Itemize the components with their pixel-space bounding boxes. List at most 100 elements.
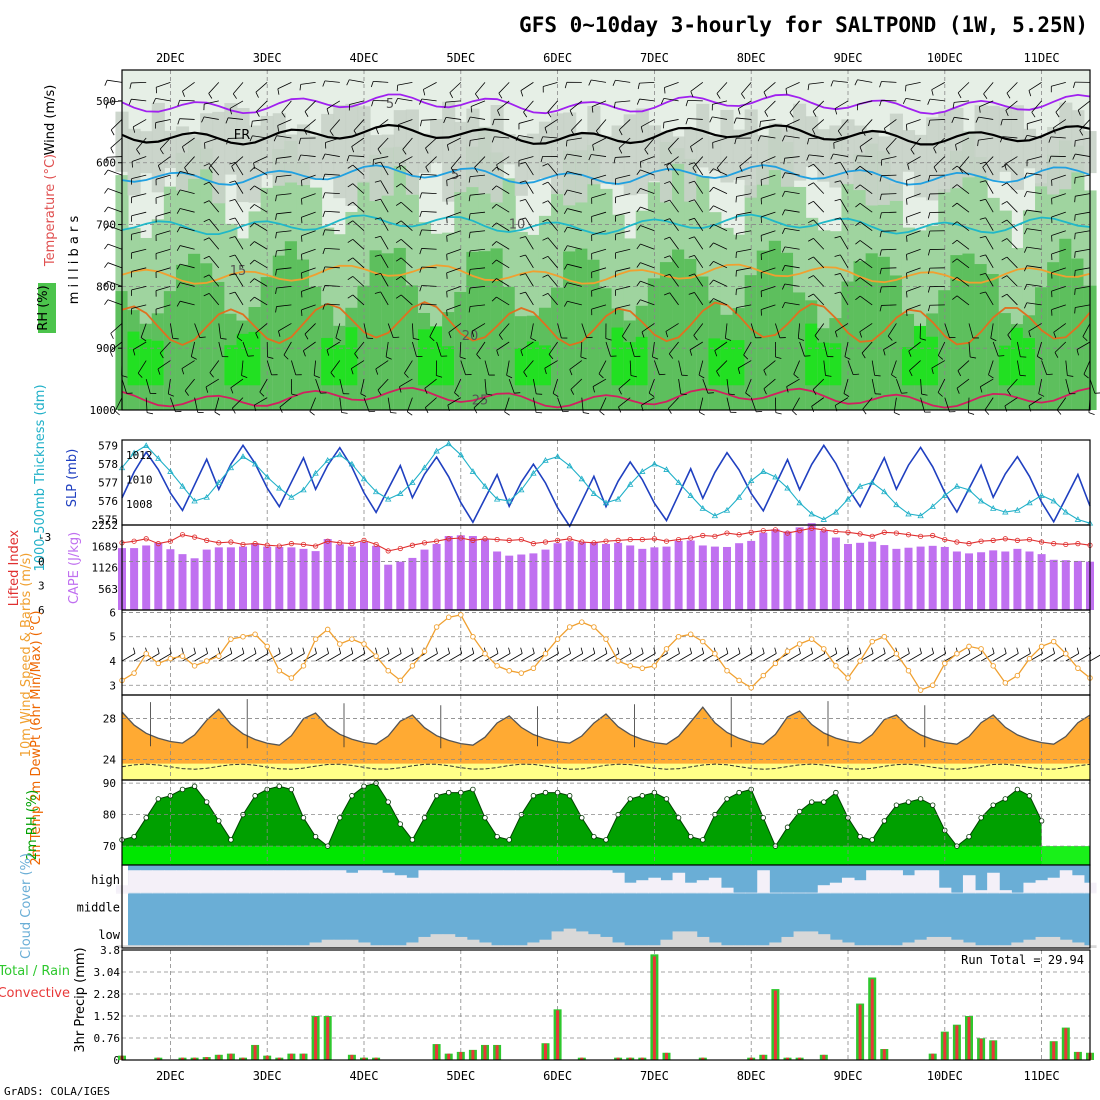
rh-shade-dry — [793, 103, 807, 181]
wind-barb — [840, 273, 849, 287]
wind-barb-flag — [640, 126, 644, 133]
cloud-middle-gap — [938, 892, 952, 894]
wind-barb — [110, 323, 123, 334]
cloud-middle-gap — [890, 892, 903, 894]
wind-barb — [640, 262, 655, 269]
wind-barb — [844, 341, 849, 357]
wind-speed-marker — [772, 660, 779, 667]
wind-barb — [615, 230, 631, 235]
wind-barb-flag — [449, 92, 454, 99]
thickness-marker — [893, 501, 900, 508]
precip-convective-bar — [302, 1053, 305, 1060]
wind-barb-flag — [249, 296, 255, 302]
thickness-marker — [590, 490, 598, 496]
cloud-middle-gap — [345, 892, 359, 894]
wind-speed-marker — [712, 650, 718, 657]
cloud-middle-gap — [817, 892, 831, 894]
wind-barb — [276, 267, 292, 270]
rh-shade-wet — [1047, 262, 1061, 410]
wind-barb-flag — [225, 117, 229, 124]
wind-barb-flag — [1001, 201, 1008, 205]
cape-tick: 563 — [98, 583, 118, 596]
wind-barb-flag — [347, 220, 354, 225]
wind-barb-flag — [304, 333, 309, 340]
thickness-marker — [542, 457, 549, 463]
wind-barb — [520, 341, 534, 351]
wind-barb — [726, 379, 730, 395]
rh-marker — [397, 821, 403, 827]
wind-barb — [694, 162, 704, 176]
wind-barb-flag — [1037, 356, 1043, 360]
wind-barb — [506, 360, 510, 376]
wind-barb-flag — [883, 647, 886, 654]
wind-barb — [352, 294, 365, 306]
wind-barb — [360, 379, 365, 394]
wind-barb-flag — [853, 373, 860, 376]
wind-barb — [547, 163, 558, 176]
wind-barb-flag — [491, 185, 497, 191]
wind-barb — [640, 299, 655, 306]
wind-barb — [593, 653, 608, 662]
wind-speed-marker — [929, 682, 936, 689]
wind-barb-flag — [232, 408, 236, 414]
lifted-index-marker — [942, 536, 948, 543]
wind-barb — [1053, 323, 1067, 333]
wind-barb — [761, 211, 776, 218]
cloud-high-clear — [406, 877, 419, 893]
wind-barb-flag — [168, 393, 174, 397]
wind-barb-flag — [970, 356, 977, 359]
wind-barb-flag — [979, 254, 986, 257]
wind-barb-flag — [491, 278, 497, 283]
temperature-line — [121, 706, 1091, 746]
wind-speed-marker — [445, 614, 452, 621]
wind-barb-flag — [834, 647, 838, 654]
wind-barb — [1006, 256, 1018, 269]
wind-barb — [859, 137, 873, 148]
rh-marker — [288, 786, 295, 793]
wind-barb — [985, 273, 994, 287]
cloud-middle-gap — [503, 892, 516, 894]
thickness-marker — [844, 495, 852, 502]
rh-marker — [530, 793, 537, 799]
wind-barb-flag — [979, 161, 986, 165]
precip-convective-bar — [447, 1053, 451, 1060]
wind-barb-flag — [299, 84, 302, 91]
wind-barb — [937, 378, 946, 393]
rh-shade-saturated — [321, 337, 335, 386]
wind-speed-marker — [361, 641, 367, 647]
wind-barb — [496, 296, 510, 306]
cape-bar — [759, 532, 768, 610]
wind-barb-flag — [104, 188, 109, 194]
wind-barb — [1005, 653, 1019, 662]
cloud-middle-gap — [684, 892, 698, 894]
wind-barb — [861, 341, 873, 354]
wind-barb — [281, 100, 292, 113]
wind-barb-flag — [496, 647, 499, 654]
wind-barb — [496, 653, 511, 662]
wind-barb — [714, 341, 728, 351]
wind-barb-flag — [688, 199, 695, 203]
rh-shade-dry — [272, 113, 286, 186]
cloud-high-clear — [212, 870, 226, 893]
wind-barb-flag — [664, 273, 670, 277]
wind-barb-flag — [664, 236, 670, 240]
precip-convective-bar — [265, 1055, 269, 1060]
rh-shade-dry — [127, 128, 141, 196]
wind-barb — [669, 274, 679, 287]
wind-barb — [1065, 378, 1070, 394]
wind-barb — [203, 116, 219, 120]
wind-barb-flag — [979, 273, 986, 276]
wind-barb-flag — [781, 302, 786, 309]
wind-speed-marker — [349, 636, 355, 642]
wind-barb-flag — [1048, 136, 1052, 143]
cloud-low-cover — [1071, 942, 1085, 948]
wind-barb-flag — [952, 102, 955, 109]
rh-shade-wet — [551, 287, 565, 410]
wind-barb — [552, 378, 558, 394]
wind-barb-flag — [377, 389, 382, 396]
wind-speed-marker — [240, 633, 246, 640]
lifted-index-marker — [796, 528, 803, 534]
thickness-marker — [312, 469, 319, 476]
